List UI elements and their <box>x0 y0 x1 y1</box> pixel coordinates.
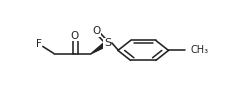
Text: CH₃: CH₃ <box>190 45 208 55</box>
Text: O: O <box>71 31 79 41</box>
Text: S: S <box>104 38 111 48</box>
Text: O: O <box>92 26 100 36</box>
Polygon shape <box>91 42 110 54</box>
Text: F: F <box>36 39 42 49</box>
